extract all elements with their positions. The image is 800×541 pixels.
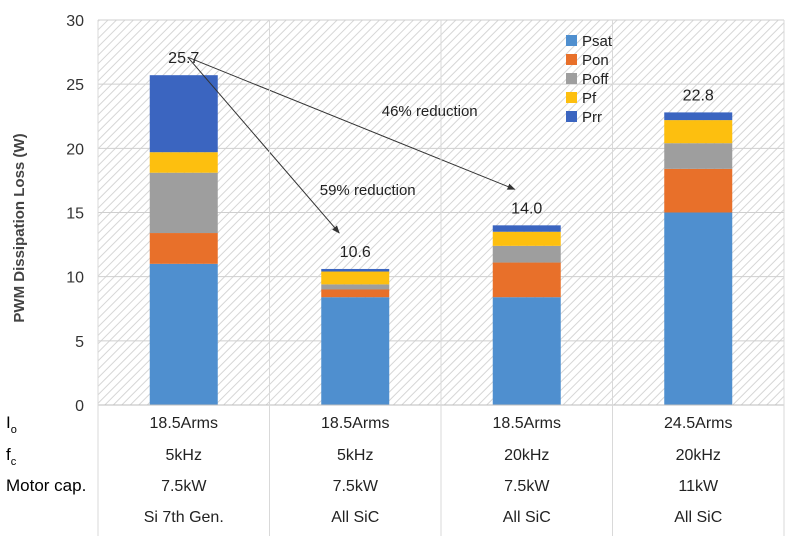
x-category-label: 11kW <box>678 478 719 495</box>
bar-segment-prr <box>664 112 733 121</box>
bar-segment-poff <box>492 245 561 263</box>
x-category-label: 7.5kW <box>504 478 550 495</box>
bar-segment-pon <box>492 262 561 298</box>
bar-segment-psat <box>492 297 561 405</box>
legend-label: Poff <box>582 71 609 88</box>
bar-segment-poff <box>149 172 218 234</box>
y-tick-label: 10 <box>66 270 84 287</box>
bar-segment-pf <box>149 152 218 173</box>
y-axis-title: PWM Dissipation Loss (W) <box>11 133 28 322</box>
annotations: 59% reduction 46% reduction <box>187 56 516 234</box>
bar-segment-poff <box>664 143 733 169</box>
row-label: Io <box>6 413 17 436</box>
bar-segment-pf <box>664 120 733 144</box>
x-category-label: 18.5Arms <box>493 415 561 432</box>
x-category-label: All SiC <box>503 509 551 526</box>
legend-label: Pon <box>582 52 609 69</box>
legend-swatch-poff <box>566 73 577 84</box>
x-category-label: 5kHz <box>166 447 202 464</box>
bar-segment-psat <box>664 212 733 405</box>
bar-segment-pf <box>492 231 561 246</box>
x-category-label: 18.5Arms <box>321 415 389 432</box>
x-category-label: 7.5kW <box>333 478 379 495</box>
bar-segment-pon <box>321 289 390 298</box>
category-table: Io fc Motor cap. 18.5Arms 5kHz 7.5kW Si 7th Ge… <box>6 20 785 536</box>
legend: Psat Pon Poff Pf Prr <box>566 33 613 126</box>
bars <box>149 75 733 405</box>
row-label: fc <box>6 445 17 468</box>
y-tick-label: 0 <box>75 398 84 415</box>
bar-segment-prr <box>149 75 218 153</box>
x-category-label: 24.5Arms <box>664 415 732 432</box>
annotation-label: 59% reduction <box>320 182 416 199</box>
bar-total-label: 14.0 <box>511 200 542 217</box>
y-tick-label: 30 <box>66 13 84 30</box>
y-tick-label: 15 <box>66 206 84 223</box>
x-category-label: Si 7th Gen. <box>144 509 224 526</box>
annotation-label: 46% reduction <box>382 103 478 120</box>
x-category-label: 7.5kW <box>161 478 207 495</box>
x-category-label: 18.5Arms <box>150 415 218 432</box>
y-axis: 0 5 10 15 20 25 30 <box>66 13 84 415</box>
legend-label: Psat <box>582 33 613 50</box>
annotation-arrow <box>187 56 516 190</box>
legend-swatch-prr <box>566 111 577 122</box>
bar-segment-psat <box>321 297 390 405</box>
bar-segment-pf <box>321 271 390 285</box>
x-category-label: 5kHz <box>337 447 373 464</box>
bar-segment-psat <box>149 263 218 405</box>
legend-label: Pf <box>582 90 597 107</box>
legend-swatch-psat <box>566 35 577 46</box>
x-category-label: All SiC <box>331 509 379 526</box>
y-tick-label: 20 <box>66 141 84 158</box>
x-category-label: 20kHz <box>504 447 549 464</box>
y-tick-label: 5 <box>75 334 84 351</box>
legend-label: Prr <box>582 109 602 126</box>
y-tick-label: 25 <box>66 77 84 94</box>
row-label: Motor cap. <box>6 476 86 495</box>
bar-total-label: 10.6 <box>340 244 371 261</box>
bar-total-label: 25.7 <box>168 50 199 67</box>
legend-swatch-pf <box>566 92 577 103</box>
bar-segment-prr <box>492 225 561 232</box>
x-category-label: All SiC <box>674 509 722 526</box>
data-labels: 25.7 10.6 14.0 22.8 <box>168 50 714 261</box>
bar-segment-prr <box>321 268 390 272</box>
legend-swatch-pon <box>566 54 577 65</box>
bar-segment-pon <box>664 168 733 213</box>
annotation-arrow <box>187 56 340 234</box>
bar-segment-pon <box>149 233 218 264</box>
x-category-label: 20kHz <box>676 447 721 464</box>
bar-segment-poff <box>321 284 390 290</box>
bar-total-label: 22.8 <box>683 87 714 104</box>
